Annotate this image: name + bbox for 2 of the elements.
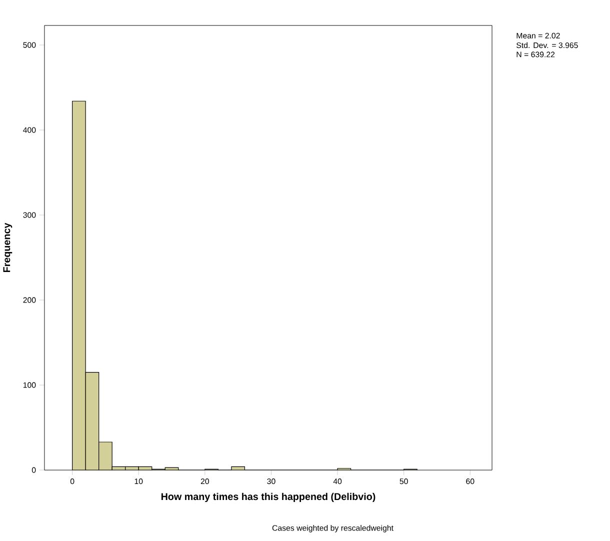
x-axis-title: How many times has this happened (Delibvio) [161, 493, 376, 502]
y-axis-title: Frequency [3, 223, 12, 272]
